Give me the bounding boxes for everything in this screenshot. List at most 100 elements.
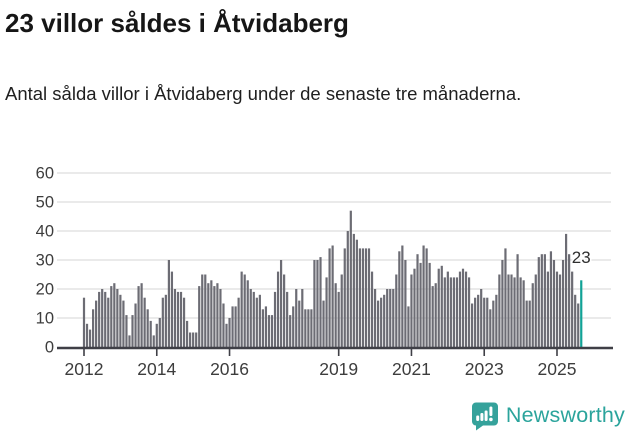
bar bbox=[437, 268, 440, 347]
bar bbox=[401, 245, 404, 347]
bar bbox=[537, 257, 540, 347]
bar bbox=[510, 274, 513, 347]
bar bbox=[340, 274, 343, 347]
bar bbox=[425, 248, 428, 347]
bar bbox=[273, 291, 277, 347]
bar bbox=[261, 309, 264, 347]
bar bbox=[549, 251, 553, 347]
bar bbox=[395, 274, 398, 347]
x-tick-label-2016: 2016 bbox=[210, 359, 249, 379]
bar bbox=[555, 271, 559, 347]
bar bbox=[364, 248, 368, 347]
bar bbox=[440, 265, 443, 347]
bar bbox=[101, 289, 104, 347]
bar bbox=[492, 300, 495, 347]
bar bbox=[507, 274, 510, 347]
bar bbox=[301, 289, 304, 347]
bar bbox=[258, 294, 261, 347]
bar bbox=[304, 309, 307, 347]
bar bbox=[146, 309, 149, 347]
bar bbox=[189, 332, 192, 347]
bar bbox=[213, 286, 216, 347]
bar bbox=[176, 291, 180, 347]
bar bbox=[410, 274, 413, 347]
bar bbox=[98, 291, 101, 347]
bar bbox=[477, 294, 480, 347]
bar bbox=[137, 286, 140, 347]
bar bbox=[358, 248, 362, 347]
bar bbox=[331, 245, 334, 347]
bar bbox=[85, 323, 89, 347]
bar bbox=[577, 303, 580, 347]
logo-exclamation-dot bbox=[489, 417, 493, 421]
bar bbox=[504, 248, 507, 347]
brand-name: Newsworthy bbox=[505, 402, 625, 427]
bar bbox=[195, 332, 198, 347]
bar bbox=[252, 291, 255, 347]
y-tick-label-0: 0 bbox=[45, 339, 54, 357]
bar bbox=[216, 283, 219, 347]
brand-footer[interactable]: Newsworthy bbox=[470, 399, 625, 431]
bar bbox=[82, 297, 86, 347]
bar bbox=[392, 289, 395, 347]
bar bbox=[346, 231, 349, 347]
bar bbox=[389, 289, 392, 347]
bar bbox=[386, 289, 389, 347]
bar bbox=[416, 254, 419, 347]
bar bbox=[404, 260, 407, 347]
bar bbox=[155, 323, 158, 347]
logo-bar-1 bbox=[476, 415, 480, 421]
bar bbox=[173, 289, 177, 347]
bar bbox=[489, 309, 492, 347]
bar bbox=[398, 251, 401, 347]
bar bbox=[264, 306, 268, 347]
bar bbox=[228, 318, 231, 347]
bar bbox=[119, 294, 122, 347]
x-tick-label-2023: 2023 bbox=[465, 359, 504, 379]
bar bbox=[531, 283, 534, 347]
y-tick-label-40: 40 bbox=[36, 223, 54, 241]
x-tick-label-2021: 2021 bbox=[392, 359, 431, 379]
y-tick-label-50: 50 bbox=[36, 194, 54, 212]
bar bbox=[289, 315, 292, 347]
y-tick-label-20: 20 bbox=[36, 281, 54, 299]
bar bbox=[568, 254, 571, 347]
bar bbox=[92, 309, 95, 347]
bar bbox=[104, 291, 107, 347]
bar bbox=[474, 297, 477, 347]
bar bbox=[516, 254, 519, 347]
y-tick-label-60: 60 bbox=[36, 165, 54, 183]
bar bbox=[292, 306, 295, 347]
bar bbox=[328, 248, 331, 347]
bar bbox=[419, 262, 422, 347]
bar bbox=[449, 277, 452, 347]
bar bbox=[373, 289, 377, 347]
bar bbox=[95, 300, 98, 347]
sales-bar-chart: 0 10 20 30 40 50 60 2012 2014 2016 2019 2021 2023 202… bbox=[0, 160, 631, 395]
bar bbox=[434, 283, 437, 347]
bar bbox=[255, 297, 258, 347]
bar bbox=[237, 297, 240, 347]
bar bbox=[113, 283, 116, 347]
bar bbox=[249, 289, 252, 347]
bar bbox=[498, 274, 501, 347]
bar bbox=[431, 286, 434, 347]
bar bbox=[334, 283, 337, 347]
bar bbox=[267, 315, 271, 347]
bar bbox=[140, 283, 143, 347]
bar bbox=[367, 248, 371, 347]
bar bbox=[192, 332, 195, 347]
bar bbox=[307, 309, 310, 347]
bar bbox=[170, 271, 174, 347]
bar bbox=[464, 271, 468, 347]
bar bbox=[222, 303, 225, 347]
bar bbox=[204, 274, 207, 347]
bar bbox=[185, 320, 189, 347]
bar bbox=[234, 306, 237, 347]
bar bbox=[198, 286, 201, 347]
bar bbox=[352, 233, 355, 347]
bar bbox=[522, 280, 525, 347]
bar bbox=[231, 306, 234, 347]
bar bbox=[528, 300, 531, 347]
bar bbox=[343, 248, 346, 347]
